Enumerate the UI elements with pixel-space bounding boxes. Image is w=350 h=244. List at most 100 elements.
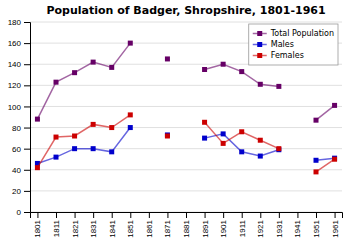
marker: [239, 149, 244, 154]
y-tick-mark: [24, 128, 30, 129]
legend-item: Total Population: [253, 29, 334, 38]
marker: [54, 155, 59, 160]
y-tick-mark: [24, 106, 30, 107]
x-tick: 1901: [219, 212, 228, 238]
x-tick-mark: [186, 212, 187, 218]
legend-item: Males: [253, 40, 294, 49]
x-tick: 1871: [163, 212, 172, 238]
marker: [314, 169, 319, 174]
x-tick-label: 1861: [145, 219, 154, 237]
y-tick: 160: [8, 39, 30, 48]
x-tick-label: 1841: [108, 219, 117, 237]
y-tick-mark: [24, 43, 30, 44]
x-tick: 1911: [238, 212, 247, 237]
x-tick: 1801: [33, 212, 42, 238]
y-tick: 120: [8, 81, 30, 90]
y-tick-mark: [24, 170, 30, 171]
x-tick-mark: [316, 212, 317, 218]
grid-line: [30, 106, 342, 107]
marker: [239, 129, 244, 134]
marker: [332, 157, 337, 162]
marker: [91, 60, 96, 65]
y-tick: 80: [12, 124, 30, 133]
chart: 1801181118211831184118511861187118811891…: [0, 0, 350, 244]
x-tick: 1951: [312, 212, 321, 238]
x-axis-line: [31, 213, 343, 219]
series: [35, 112, 337, 174]
x-tick-mark: [167, 212, 168, 218]
x-tick-mark: [242, 212, 243, 218]
marker: [109, 125, 114, 130]
y-tick-label: 60: [12, 145, 21, 154]
marker: [91, 146, 96, 151]
y-tick-label: 160: [8, 39, 22, 48]
x-tick: 1861: [145, 212, 154, 238]
marker: [165, 56, 170, 61]
x-tick: 1931: [275, 212, 284, 238]
marker: [72, 70, 77, 75]
x-tick: 1841: [108, 212, 117, 238]
x-tick: 1941: [293, 212, 302, 238]
line: [37, 128, 334, 164]
legend-marker: [257, 31, 262, 36]
marker: [332, 103, 337, 108]
grid-line: [30, 85, 342, 86]
marker: [258, 138, 263, 143]
x-tick-mark: [75, 212, 76, 218]
marker: [54, 135, 59, 140]
x-tick-label: 1801: [33, 219, 42, 237]
marker: [128, 112, 133, 117]
marker: [276, 84, 281, 89]
marker: [128, 125, 133, 130]
y-tick-label: 100: [8, 103, 22, 112]
x-tick-mark: [112, 212, 113, 218]
marker: [128, 41, 133, 46]
legend-marker: [257, 42, 262, 47]
marker: [314, 118, 319, 123]
x-tick: 1811: [52, 212, 61, 237]
marker: [202, 67, 207, 72]
x-tick-mark: [130, 212, 131, 218]
x-tick-label: 1921: [256, 219, 265, 237]
x-tick-mark: [279, 212, 280, 218]
y-tick-mark: [24, 191, 30, 192]
y-grid: [30, 22, 342, 212]
y-tick-label: 40: [12, 166, 21, 175]
x-tick: 1831: [89, 212, 98, 238]
legend-label: Total Population: [270, 29, 334, 38]
x-tick-mark: [223, 212, 224, 218]
x-tick-label: 1811: [52, 219, 61, 237]
x-tick-label: 1901: [219, 219, 228, 237]
x-tick: 1921: [256, 212, 265, 238]
y-tick: 0: [17, 208, 30, 217]
x-axis: 1801181118211831184118511861187118811891…: [31, 212, 343, 238]
y-tick-label: 180: [8, 18, 22, 27]
x-tick-label: 1831: [89, 219, 98, 237]
legend-label: Males: [271, 40, 294, 49]
legend-item: Females: [253, 51, 304, 60]
x-tick-label: 1851: [126, 219, 135, 237]
x-tick-label: 1941: [293, 219, 302, 237]
marker: [314, 158, 319, 163]
y-tick-label: 80: [12, 124, 21, 133]
y-tick: 140: [8, 60, 30, 69]
x-tick-mark: [297, 212, 298, 218]
y-tick-label: 20: [12, 187, 21, 196]
x-tick-mark: [56, 212, 57, 218]
marker: [276, 146, 281, 151]
grid-line: [30, 127, 342, 128]
legend-marker: [257, 53, 262, 58]
x-tick: 1961: [331, 212, 340, 238]
x-tick-mark: [260, 212, 261, 218]
y-tick: 40: [12, 166, 30, 175]
marker: [35, 165, 40, 170]
marker: [258, 82, 263, 87]
x-tick-mark: [335, 212, 336, 218]
x-tick-mark: [205, 212, 206, 218]
y-tick: 100: [8, 103, 30, 112]
y-tick-mark: [24, 64, 30, 65]
x-tick-label: 1951: [312, 219, 321, 237]
x-tick-mark: [93, 212, 94, 218]
legend-frame: [249, 24, 338, 65]
grid-line: [30, 169, 342, 170]
